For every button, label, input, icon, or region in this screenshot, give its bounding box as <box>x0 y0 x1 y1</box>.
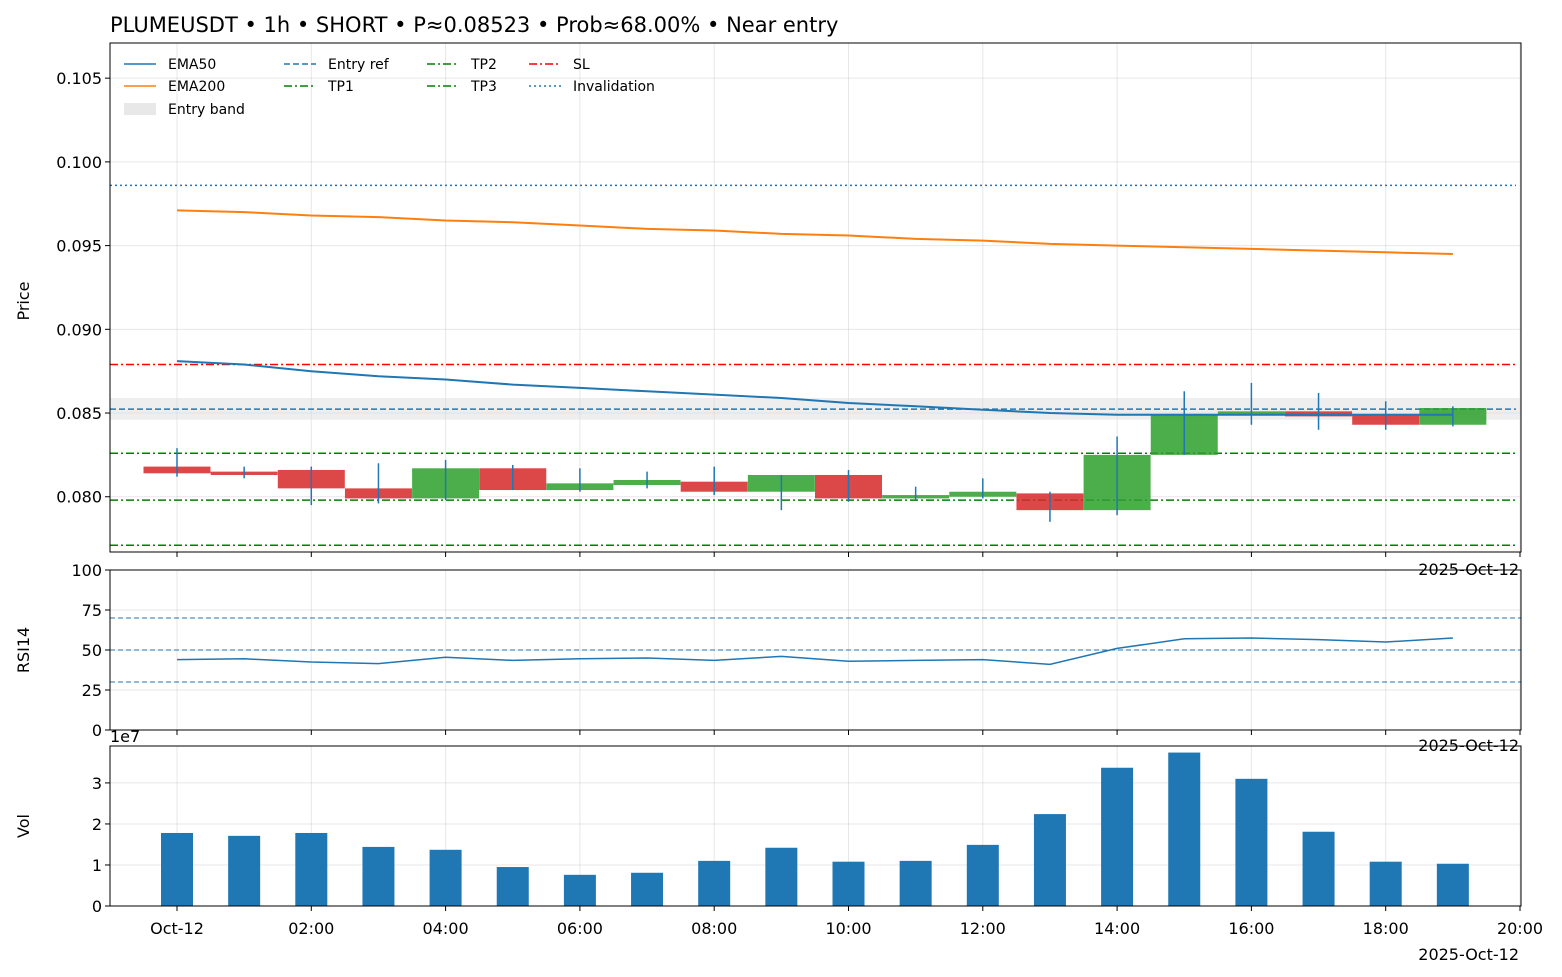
volume-bar <box>1302 831 1335 906</box>
volume-x-tick-label: 02:00 <box>288 919 334 938</box>
volume-x-tick-label: 20:00 <box>1497 919 1543 938</box>
volume-bar <box>698 860 731 906</box>
volume-bar <box>631 872 664 906</box>
legend-swatch <box>124 103 156 115</box>
price-panel-frame <box>109 42 1522 553</box>
price-y-label: Price <box>14 281 33 320</box>
volume-x-tick-label: 16:00 <box>1228 919 1274 938</box>
volume-x-tick-label: 10:00 <box>825 919 871 938</box>
rsi-y-tick-label: 75 <box>82 601 102 620</box>
volume-y-label: Vol <box>14 814 33 838</box>
price-y-tick-label: 0.095 <box>56 237 102 256</box>
ema200-line <box>176 209 1453 255</box>
legend: EMA50 EMA200 Entry band Entry ref TP1 TP2 TP3 S… <box>124 57 655 118</box>
legend-label: EMA200 <box>168 79 225 95</box>
legend-label: TP2 <box>470 57 497 73</box>
volume-bar <box>295 832 328 906</box>
rsi-line <box>176 637 1453 666</box>
price-y-tick-label: 0.085 <box>56 404 102 423</box>
candles <box>143 382 1487 522</box>
volume-bar <box>1235 778 1268 906</box>
volume-bar <box>362 846 395 906</box>
price-y-ticks: 0.080 0.085 0.090 0.095 0.100 0.105 <box>56 69 1521 557</box>
volume-corner-date: 2025-Oct-12 <box>1418 945 1519 964</box>
volume-x-tick-label: 18:00 <box>1363 919 1409 938</box>
rsi-reference-lines <box>110 617 1521 683</box>
volume-bar <box>832 861 865 906</box>
ema-lines <box>176 209 1453 416</box>
price-y-tick-label: 0.090 <box>56 320 102 339</box>
volume-bar <box>899 860 932 906</box>
volume-x-tick-label: 08:00 <box>691 919 737 938</box>
volume-y-ticks: 0 1 2 3 <box>92 774 110 916</box>
legend-label: Invalidation <box>573 79 655 95</box>
volume-y-tick-label: 0 <box>92 897 102 916</box>
price-y-tick-label: 0.100 <box>56 153 102 172</box>
volume-x-ticks: Oct-12 02:00 04:00 06:00 08:00 10:00 12:00 14:0… <box>150 906 1543 938</box>
volume-bar <box>1101 767 1134 906</box>
legend-label: TP3 <box>470 79 497 95</box>
price-y-tick-label: 0.105 <box>56 69 102 88</box>
volume-bar <box>1369 861 1402 906</box>
rsi-y-tick-label: 100 <box>71 561 102 580</box>
volume-x-tick-label: 06:00 <box>557 919 603 938</box>
volume-y-tick-label: 3 <box>92 774 102 793</box>
rsi-y-tick-label: 25 <box>82 681 102 700</box>
volume-bar <box>496 867 529 906</box>
volume-bar <box>1033 814 1066 906</box>
volume-x-tick-label: 12:00 <box>960 919 1006 938</box>
volume-bar <box>1168 752 1201 906</box>
volume-bar <box>429 849 462 906</box>
volume-y-tick-label: 1 <box>92 856 102 875</box>
rsi-y-ticks: 0 25 50 75 100 <box>71 561 1521 740</box>
volume-bars <box>161 752 1469 906</box>
chart-title: PLUMEUSDT • 1h • SHORT • P≈0.08523 • Pro… <box>110 13 838 37</box>
volume-bar <box>228 835 261 906</box>
legend-label: TP1 <box>327 79 354 95</box>
volume-bar <box>966 844 999 906</box>
rsi-y-label: RSI14 <box>14 627 33 673</box>
volume-scale-label: 1e7 <box>110 727 140 746</box>
legend-label: SL <box>573 57 590 73</box>
price-y-tick-label: 0.080 <box>56 488 102 507</box>
volume-y-tick-label: 2 <box>92 815 102 834</box>
volume-x-tick-label: 04:00 <box>423 919 469 938</box>
volume-x-tick-label: Oct-12 <box>150 919 204 938</box>
rsi-y-tick-label: 0 <box>92 721 102 740</box>
volume-bar <box>563 874 596 906</box>
price-levels <box>110 184 1516 547</box>
volume-x-tick-label: 14:00 <box>1094 919 1140 938</box>
legend-label: Entry band <box>168 102 245 118</box>
legend-label: EMA50 <box>168 57 216 73</box>
volume-bar <box>161 832 193 906</box>
rsi-y-tick-label: 50 <box>82 641 102 660</box>
ema50-line <box>176 360 1453 416</box>
volume-bar <box>765 847 798 906</box>
volume-bar <box>1436 863 1469 906</box>
legend-label: Entry ref <box>328 57 390 73</box>
volume-panel-frame <box>109 745 1522 907</box>
